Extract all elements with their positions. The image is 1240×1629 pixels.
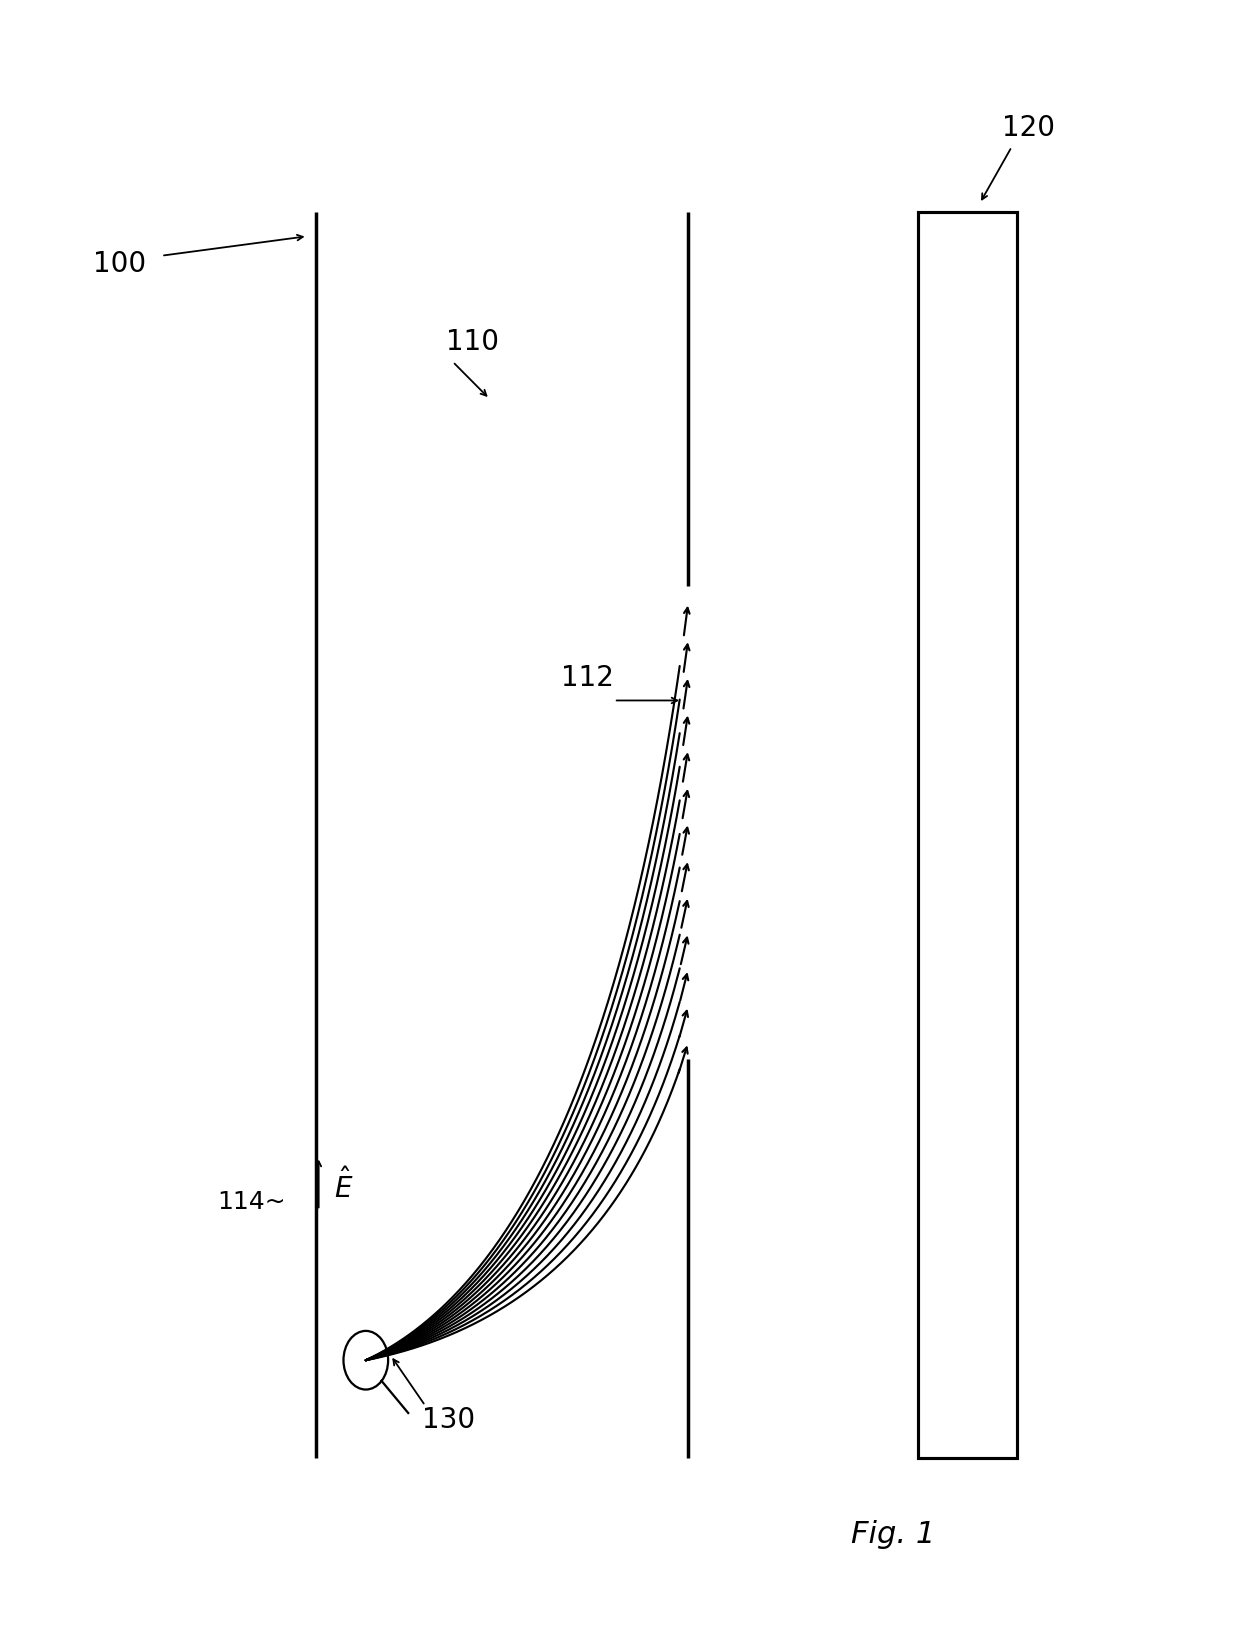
Text: 100: 100	[93, 249, 146, 279]
Text: 112: 112	[560, 665, 614, 692]
Text: 114~: 114~	[217, 1191, 285, 1214]
Text: 110: 110	[446, 327, 500, 357]
Text: $\hat{E}$: $\hat{E}$	[334, 1168, 353, 1204]
Text: Fig. 1: Fig. 1	[851, 1520, 935, 1549]
Text: 120: 120	[1002, 114, 1055, 142]
Text: 130: 130	[422, 1406, 475, 1434]
